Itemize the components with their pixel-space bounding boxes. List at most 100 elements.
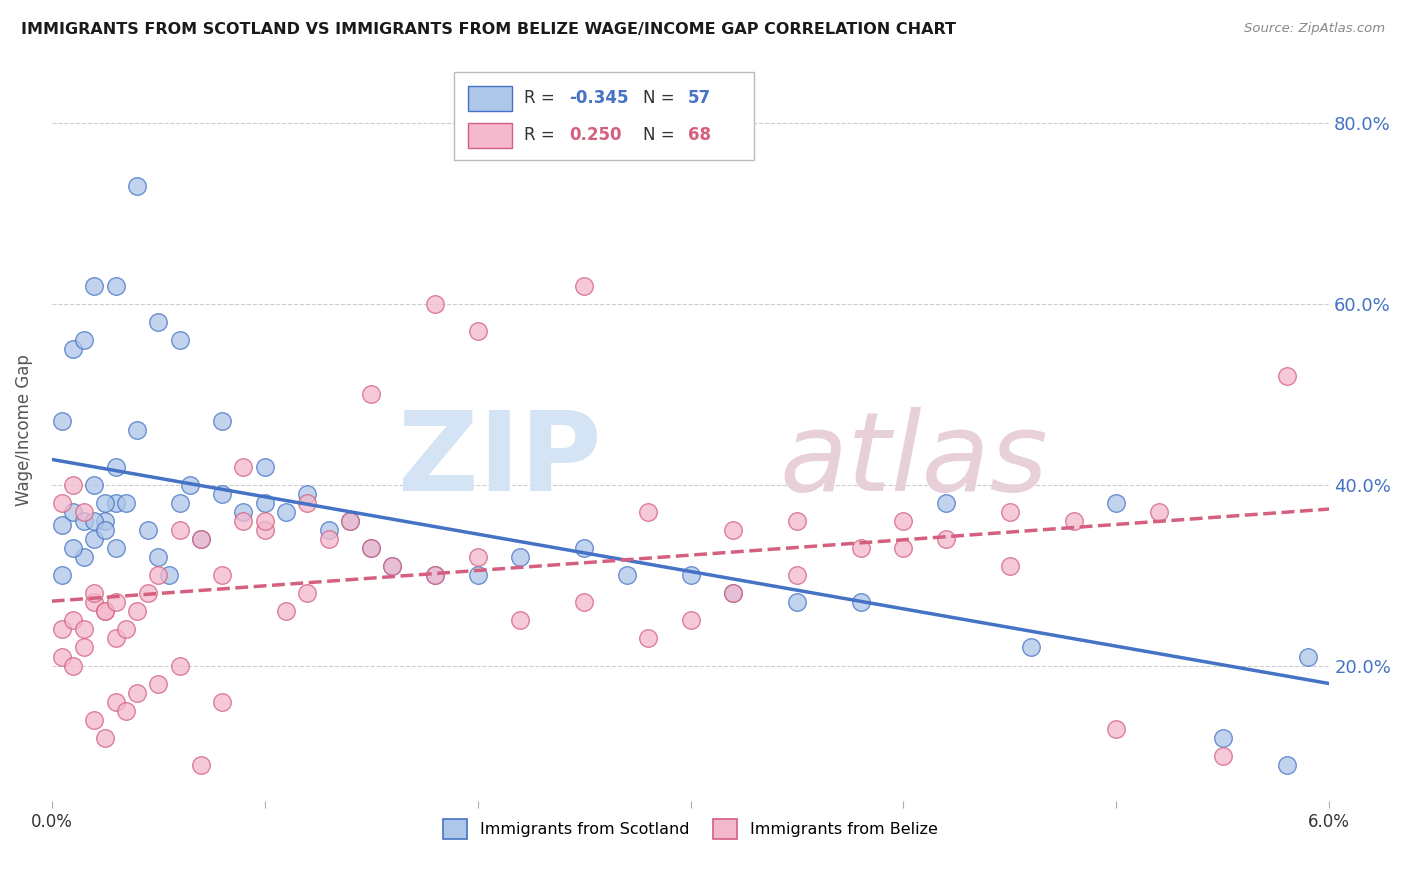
Point bbox=[1296, 649, 1319, 664]
Point bbox=[148, 568, 170, 582]
Point bbox=[125, 686, 148, 700]
Point bbox=[935, 532, 957, 546]
Point bbox=[467, 549, 489, 564]
Point bbox=[232, 514, 254, 528]
Point bbox=[935, 496, 957, 510]
Point bbox=[467, 568, 489, 582]
Point bbox=[893, 514, 915, 528]
Point bbox=[297, 496, 319, 510]
Point bbox=[232, 505, 254, 519]
Point bbox=[73, 640, 96, 655]
Point bbox=[62, 477, 84, 491]
Point bbox=[339, 514, 361, 528]
Point bbox=[83, 532, 105, 546]
Point bbox=[169, 523, 191, 537]
Point bbox=[125, 179, 148, 194]
Point bbox=[73, 333, 96, 347]
Text: 68: 68 bbox=[688, 126, 711, 145]
Point bbox=[104, 496, 127, 510]
Point bbox=[94, 523, 117, 537]
Point bbox=[998, 505, 1021, 519]
Point bbox=[786, 595, 808, 609]
Point bbox=[211, 695, 233, 709]
Point bbox=[190, 532, 212, 546]
Point bbox=[169, 496, 191, 510]
Point bbox=[509, 613, 531, 627]
Point bbox=[104, 632, 127, 646]
Point bbox=[136, 523, 159, 537]
Point bbox=[849, 595, 872, 609]
Point bbox=[253, 496, 276, 510]
Legend: Immigrants from Scotland, Immigrants from Belize: Immigrants from Scotland, Immigrants fro… bbox=[437, 813, 945, 845]
Point bbox=[104, 695, 127, 709]
Point bbox=[115, 623, 138, 637]
Text: R =: R = bbox=[524, 126, 565, 145]
Point bbox=[849, 541, 872, 555]
Point bbox=[1275, 758, 1298, 772]
Point bbox=[679, 568, 702, 582]
Point bbox=[1147, 505, 1170, 519]
Text: Source: ZipAtlas.com: Source: ZipAtlas.com bbox=[1244, 22, 1385, 36]
Point bbox=[637, 632, 659, 646]
Text: 57: 57 bbox=[688, 89, 711, 107]
Point bbox=[211, 414, 233, 428]
Point bbox=[253, 514, 276, 528]
Text: 0.250: 0.250 bbox=[569, 126, 621, 145]
Point bbox=[94, 604, 117, 618]
Point bbox=[998, 559, 1021, 574]
Point bbox=[1212, 731, 1234, 745]
Point bbox=[616, 568, 638, 582]
Point bbox=[360, 387, 382, 401]
Point bbox=[467, 324, 489, 338]
Point bbox=[157, 568, 180, 582]
Text: IMMIGRANTS FROM SCOTLAND VS IMMIGRANTS FROM BELIZE WAGE/INCOME GAP CORRELATION C: IMMIGRANTS FROM SCOTLAND VS IMMIGRANTS F… bbox=[21, 22, 956, 37]
Text: N =: N = bbox=[643, 89, 681, 107]
Point bbox=[679, 613, 702, 627]
Point bbox=[893, 541, 915, 555]
FancyBboxPatch shape bbox=[454, 72, 755, 160]
Point bbox=[179, 477, 201, 491]
Point bbox=[786, 514, 808, 528]
Point bbox=[509, 549, 531, 564]
Point bbox=[274, 505, 297, 519]
Point bbox=[232, 459, 254, 474]
Point bbox=[318, 532, 340, 546]
Point bbox=[1105, 496, 1128, 510]
Text: -0.345: -0.345 bbox=[569, 89, 628, 107]
Point bbox=[1063, 514, 1085, 528]
Point bbox=[125, 424, 148, 438]
Point bbox=[423, 568, 446, 582]
Point bbox=[115, 704, 138, 718]
Point bbox=[381, 559, 404, 574]
Point bbox=[51, 518, 73, 533]
Point bbox=[73, 549, 96, 564]
Point bbox=[148, 676, 170, 690]
Point bbox=[83, 713, 105, 727]
Point bbox=[253, 459, 276, 474]
Point bbox=[94, 604, 117, 618]
Point bbox=[104, 595, 127, 609]
Point bbox=[51, 649, 73, 664]
Point bbox=[62, 613, 84, 627]
Point bbox=[83, 586, 105, 600]
Text: atlas: atlas bbox=[780, 407, 1049, 514]
Point bbox=[62, 541, 84, 555]
Point bbox=[572, 595, 595, 609]
Point bbox=[136, 586, 159, 600]
Point bbox=[572, 541, 595, 555]
Point bbox=[94, 731, 117, 745]
FancyBboxPatch shape bbox=[468, 86, 512, 112]
Point bbox=[339, 514, 361, 528]
Point bbox=[51, 568, 73, 582]
Point bbox=[104, 278, 127, 293]
Point bbox=[211, 487, 233, 501]
Point bbox=[360, 541, 382, 555]
Point bbox=[94, 496, 117, 510]
Point bbox=[1019, 640, 1042, 655]
Point bbox=[721, 586, 744, 600]
Point bbox=[1275, 369, 1298, 384]
Point bbox=[318, 523, 340, 537]
Point bbox=[73, 623, 96, 637]
Point bbox=[190, 758, 212, 772]
Y-axis label: Wage/Income Gap: Wage/Income Gap bbox=[15, 354, 32, 507]
